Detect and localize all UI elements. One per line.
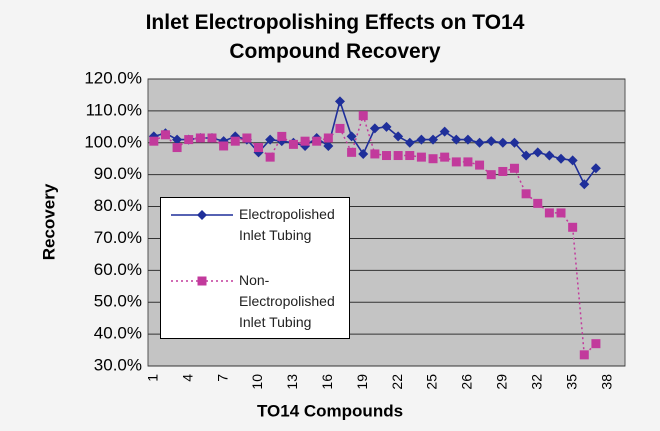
- data-point: [568, 222, 578, 232]
- data-point: [230, 136, 240, 146]
- data-point: [556, 153, 567, 164]
- data-point: [265, 152, 275, 162]
- x-tick-label: 22: [389, 374, 405, 390]
- data-point: [544, 150, 555, 161]
- x-tick-label: 1: [145, 374, 161, 382]
- data-point: [288, 139, 298, 149]
- data-point: [509, 137, 520, 148]
- data-point: [404, 137, 415, 148]
- data-point: [323, 140, 334, 151]
- data-point: [521, 189, 531, 199]
- y-tick-label: 100.0%: [84, 132, 142, 151]
- data-point: [358, 148, 369, 159]
- y-tick-label: 50.0%: [94, 292, 142, 311]
- y-tick-label: 70.0%: [94, 228, 142, 247]
- data-point: [567, 155, 578, 166]
- data-point: [219, 141, 229, 151]
- x-tick-label: 29: [494, 374, 510, 390]
- data-point: [207, 133, 217, 143]
- data-point: [451, 157, 461, 167]
- x-tick-label: 35: [563, 374, 579, 390]
- data-point: [334, 96, 345, 107]
- x-tick-label: 7: [214, 374, 230, 382]
- data-point: [393, 151, 403, 161]
- data-point: [242, 133, 252, 143]
- data-point: [184, 135, 194, 145]
- data-point: [416, 134, 427, 145]
- x-tick-label: 38: [598, 374, 614, 390]
- data-point: [544, 208, 554, 218]
- data-point: [533, 198, 543, 208]
- data-point: [497, 137, 508, 148]
- data-point: [428, 134, 439, 145]
- x-tick-label: 4: [179, 374, 195, 382]
- data-point: [590, 163, 601, 174]
- data-point: [347, 147, 357, 157]
- data-point: [382, 151, 391, 161]
- data-point: [381, 121, 392, 132]
- y-axis-label: Recovery: [39, 183, 58, 260]
- data-point: [346, 131, 357, 142]
- data-point: [451, 134, 462, 145]
- data-point: [498, 166, 508, 176]
- data-point: [300, 136, 310, 146]
- data-point: [440, 152, 450, 162]
- x-tick-label: 10: [249, 374, 265, 390]
- data-point: [428, 154, 438, 164]
- data-point: [370, 149, 380, 159]
- data-point: [486, 136, 497, 147]
- data-point: [486, 170, 496, 180]
- x-tick-label: 13: [284, 374, 300, 390]
- data-point: [312, 136, 322, 146]
- data-point: [369, 123, 380, 134]
- data-point: [474, 137, 485, 148]
- x-tick-label: 32: [528, 374, 544, 390]
- y-tick-label: 90.0%: [94, 164, 142, 183]
- data-point: [462, 134, 473, 145]
- data-point: [579, 179, 590, 190]
- data-point: [358, 111, 368, 121]
- data-point: [579, 350, 589, 360]
- y-tick-label: 80.0%: [94, 196, 142, 215]
- data-point: [556, 208, 566, 218]
- data-point: [335, 123, 345, 133]
- data-point: [149, 136, 159, 146]
- data-point: [277, 131, 287, 141]
- legend-label: Non-Electropolished Inlet Tubing: [239, 272, 335, 330]
- x-tick-label: 19: [354, 374, 370, 390]
- y-tick-label: 60.0%: [94, 260, 142, 279]
- data-point: [172, 134, 183, 145]
- data-point: [265, 134, 276, 145]
- legend-marker: [197, 276, 207, 286]
- data-point: [532, 147, 543, 158]
- x-tick-label: 26: [459, 374, 475, 390]
- data-point: [172, 143, 182, 153]
- data-point: [463, 157, 473, 167]
- legend-label: Electropolished Inlet Tubing: [239, 206, 335, 243]
- data-point: [416, 152, 426, 162]
- legend-marker: [197, 210, 207, 220]
- data-point: [521, 150, 532, 161]
- y-tick-label: 110.0%: [86, 100, 142, 119]
- x-tick-label: 25: [424, 374, 440, 390]
- data-point: [323, 133, 333, 143]
- y-tick-label: 30.0%: [94, 355, 142, 374]
- data-point: [393, 131, 404, 142]
- data-point: [254, 143, 264, 153]
- data-point: [591, 339, 601, 349]
- x-tick-label: 16: [319, 374, 335, 390]
- legend: Electropolished Inlet Tubing Non-Electro…: [160, 197, 350, 339]
- data-point: [509, 163, 519, 173]
- data-point: [475, 160, 485, 170]
- y-tick-label: 120.0%: [84, 68, 142, 87]
- data-point: [195, 133, 205, 143]
- legend-swatches: [171, 210, 233, 286]
- data-point: [439, 126, 450, 137]
- data-point: [160, 130, 170, 140]
- data-point: [405, 151, 415, 161]
- chart-title: Inlet Electropolishing Effects on TO14 C…: [145, 11, 525, 63]
- x-axis-label: TO14 Compounds: [257, 401, 403, 420]
- y-tick-label: 40.0%: [94, 324, 142, 343]
